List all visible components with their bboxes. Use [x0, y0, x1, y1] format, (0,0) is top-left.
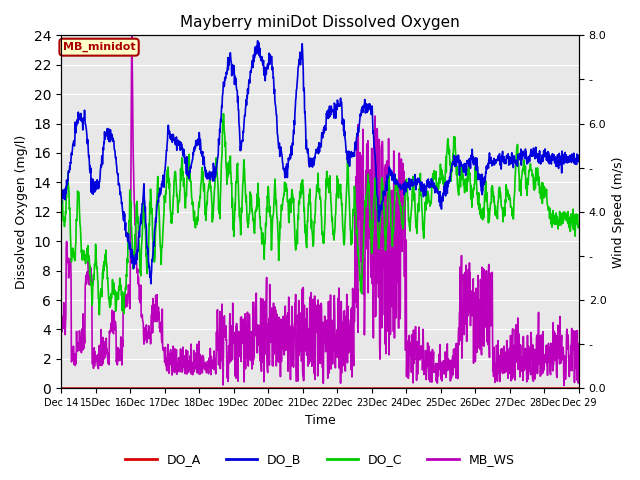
DO_C [98, 288, 106, 294]
DO_C [220, 111, 227, 117]
DO_A [277, 385, 285, 391]
Y-axis label: Wind Speed (m/s): Wind Speed (m/s) [612, 156, 625, 267]
DO_A [287, 385, 295, 391]
DO_A [352, 385, 360, 391]
DO_C [118, 289, 126, 295]
DO_B [118, 204, 126, 209]
DO_A [297, 385, 305, 391]
DO_B [57, 193, 65, 199]
MB_WS [298, 338, 305, 344]
MB_WS [97, 327, 105, 333]
MB_WS [277, 342, 285, 348]
DO_B [278, 150, 285, 156]
DO_B [147, 281, 155, 287]
DO_B [289, 141, 296, 147]
DO_C [289, 189, 296, 195]
DO_C [278, 202, 285, 208]
DO_B [353, 136, 360, 142]
Text: MB_minidot: MB_minidot [63, 42, 136, 52]
Line: MB_WS: MB_WS [61, 36, 579, 385]
DO_B [254, 38, 262, 44]
DO_C [353, 232, 360, 238]
DO_A [118, 385, 126, 391]
DO_C [57, 199, 65, 204]
MB_WS [118, 354, 126, 360]
Legend: DO_A, DO_B, DO_C, MB_WS: DO_A, DO_B, DO_C, MB_WS [120, 448, 520, 471]
DO_C [298, 191, 305, 197]
MB_WS [288, 303, 296, 309]
MB_WS [128, 33, 136, 38]
DO_C [575, 221, 583, 227]
MB_WS [575, 348, 583, 354]
MB_WS [560, 383, 568, 388]
DO_B [298, 56, 305, 62]
Title: Mayberry miniDot Dissolved Oxygen: Mayberry miniDot Dissolved Oxygen [180, 15, 460, 30]
Line: DO_B: DO_B [61, 41, 579, 284]
DO_A [97, 385, 105, 391]
DO_A [57, 385, 65, 391]
X-axis label: Time: Time [305, 414, 335, 427]
DO_A [575, 385, 583, 391]
DO_B [575, 159, 583, 165]
Line: DO_C: DO_C [61, 114, 579, 315]
DO_C [95, 312, 103, 318]
Y-axis label: Dissolved Oxygen (mg/l): Dissolved Oxygen (mg/l) [15, 135, 28, 289]
MB_WS [57, 316, 65, 322]
DO_B [97, 162, 105, 168]
MB_WS [352, 174, 360, 180]
